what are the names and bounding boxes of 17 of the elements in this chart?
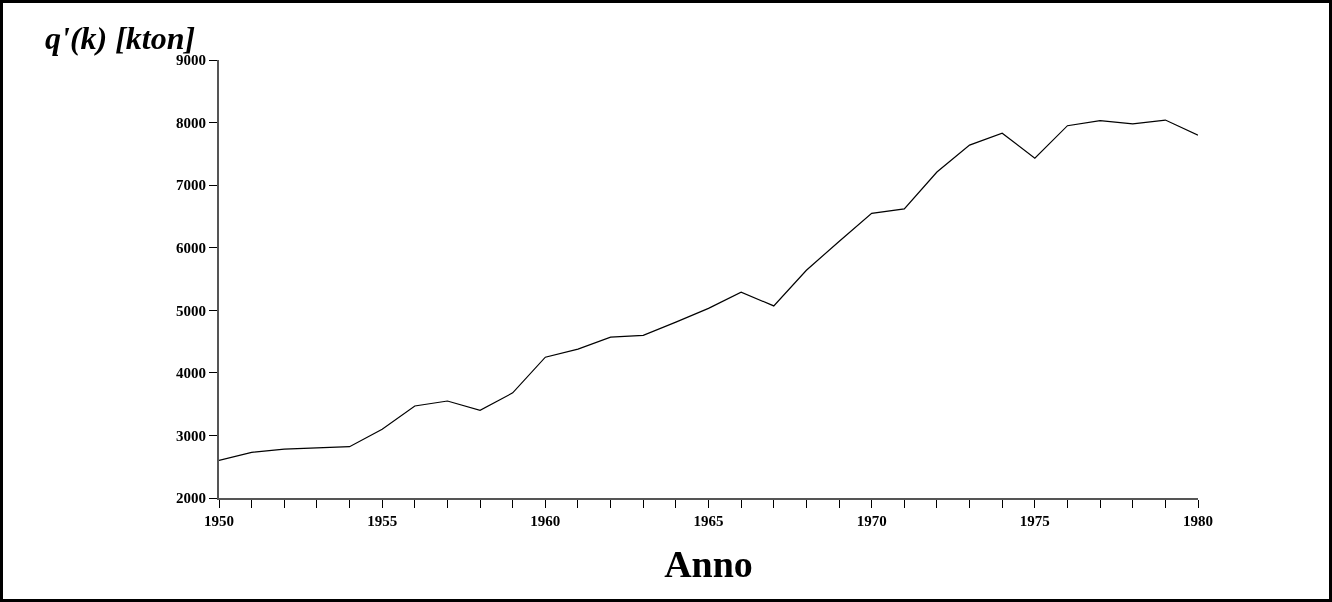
y-tick-label: 8000 [176,114,206,131]
y-tick-label: 6000 [176,239,206,256]
y-axis-title: q'(k) [kton] [45,20,196,56]
x-tick-label: 1975 [1019,513,1050,529]
x-tick-label: 1950 [204,513,234,529]
x-tick-label: 1970 [856,513,887,529]
x-tick-label: 1960 [530,513,561,529]
y-tick-label: 2000 [176,490,206,507]
x-tick-label: 1955 [367,513,398,529]
y-tick-label: 7000 [176,177,206,194]
x-tick-label: 1965 [693,513,724,529]
y-tick-label: 4000 [176,365,206,382]
y-tick-label: 3000 [176,427,206,444]
line-series [219,119,1198,462]
x-axis-title: Anno [664,542,753,585]
y-tick-label: 5000 [176,302,206,319]
x-tick-label: 1980 [1183,513,1213,529]
